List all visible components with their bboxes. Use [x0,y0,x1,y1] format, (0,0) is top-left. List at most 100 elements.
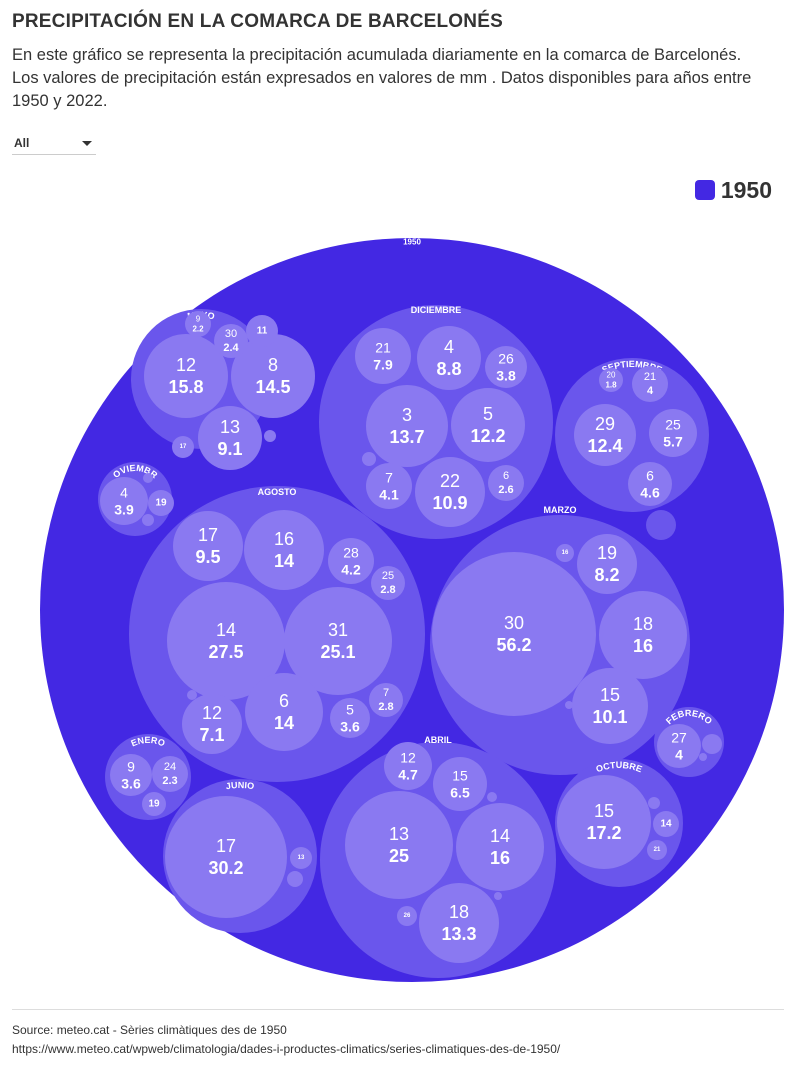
day-label: 19 [597,543,617,563]
day-bubble-26[interactable]: 26 [397,906,417,926]
day-bubble[interactable] [699,753,707,761]
day-bubble-16[interactable]: 16 [556,544,574,562]
day-label: 27 [671,729,687,745]
day-circle [433,757,487,811]
day-bubble-25[interactable]: 255.7 [649,409,697,457]
day-label: 9 [127,758,135,774]
day-circle [628,462,672,506]
day-circle [355,328,411,384]
day-bubble[interactable] [187,690,197,700]
day-bubble-17[interactable]: 179.5 [173,511,243,581]
day-bubble-9[interactable]: 93.6 [110,754,152,796]
day-circle [366,463,412,509]
day-bubble-21[interactable]: 21 [647,840,667,860]
day-bubble-24[interactable]: 242.3 [152,756,188,792]
month-bubble[interactable] [646,510,676,540]
year-filter-dropdown[interactable]: All [12,133,96,155]
day-label: 30 [225,328,237,340]
day-bubble-30[interactable]: 302.4 [214,324,248,358]
day-bubble-9[interactable]: 92.2 [185,311,211,337]
day-bubble[interactable] [264,430,276,442]
precipitation-value: 2.8 [380,584,395,596]
day-bubble-6[interactable]: 64.6 [628,462,672,506]
precipitation-value: 4 [675,747,683,763]
day-bubble-3[interactable]: 313.7 [366,385,448,467]
precipitation-value: 15.8 [168,377,203,397]
day-bubble-15[interactable]: 156.5 [433,757,487,811]
day-bubble[interactable] [362,452,376,466]
day-circle [397,906,417,926]
day-bubble-5[interactable]: 512.2 [451,388,525,462]
day-circle [647,840,667,860]
day-bubble-28[interactable]: 284.2 [328,538,374,584]
day-label: 5 [483,404,493,424]
day-bubble-6[interactable]: 614 [245,673,323,751]
day-bubble-7[interactable]: 74.1 [366,463,412,509]
day-bubble-25[interactable]: 252.8 [371,566,405,600]
day-bubble[interactable] [494,892,502,900]
day-bubble-14[interactable]: 14 [653,811,679,837]
day-bubble[interactable] [565,701,573,709]
source-url[interactable]: https://www.meteo.cat/wpweb/climatologia… [12,1042,561,1056]
day-circle [362,452,376,466]
day-bubble[interactable] [287,871,303,887]
day-bubble[interactable] [702,734,722,754]
precipitation-value: 14 [274,551,294,571]
day-bubble[interactable] [648,797,660,809]
day-bubble-21[interactable]: 214 [632,366,668,402]
precipitation-value: 4 [647,385,654,397]
day-bubble-12[interactable]: 124.7 [384,742,432,790]
day-bubble-11[interactable]: 11 [246,315,278,347]
day-bubble-21[interactable]: 217.9 [355,328,411,384]
day-label: 19 [148,799,160,810]
source-text: Source: meteo.cat - Sèries climàtiques d… [12,1023,287,1037]
legend-label: 1950 [720,176,772,203]
day-bubble-26[interactable]: 263.8 [485,346,527,388]
precipitation-value: 2.4 [223,342,239,354]
day-bubble-17[interactable]: 17 [172,436,194,458]
day-label: 9 [196,315,201,324]
precipitation-value: 13.7 [389,427,424,447]
day-bubble-27[interactable]: 274 [657,724,701,768]
day-bubble-12[interactable]: 127.1 [182,694,242,754]
day-bubble-4[interactable]: 48.8 [417,326,481,390]
root-bubble-label: 1950 [403,238,421,247]
day-bubble[interactable] [143,473,153,483]
day-bubble[interactable] [487,792,497,802]
day-bubble-8[interactable]: 814.5 [231,334,315,418]
precipitation-value: 2.2 [192,324,204,333]
day-bubble-6[interactable]: 62.6 [488,465,524,501]
day-circle [187,690,197,700]
day-circle [167,582,285,700]
day-bubble-13[interactable]: 139.1 [198,406,262,470]
day-circle [577,534,637,594]
day-bubble-7[interactable]: 72.8 [369,683,403,717]
day-bubble-20[interactable]: 201.8 [599,368,623,392]
day-circle [172,436,194,458]
day-label: 15 [600,685,620,705]
day-bubble-13[interactable]: 13 [290,847,312,869]
day-bubble-4[interactable]: 43.9 [100,477,148,525]
day-bubble-19[interactable]: 19 [142,792,166,816]
day-bubble-19[interactable]: 19 [148,490,174,516]
legend[interactable]: 1950 [694,176,772,204]
day-bubble-5[interactable]: 53.6 [330,698,370,738]
day-bubble[interactable] [142,514,154,526]
day-bubble-19[interactable]: 198.2 [577,534,637,594]
day-circle [330,698,370,738]
